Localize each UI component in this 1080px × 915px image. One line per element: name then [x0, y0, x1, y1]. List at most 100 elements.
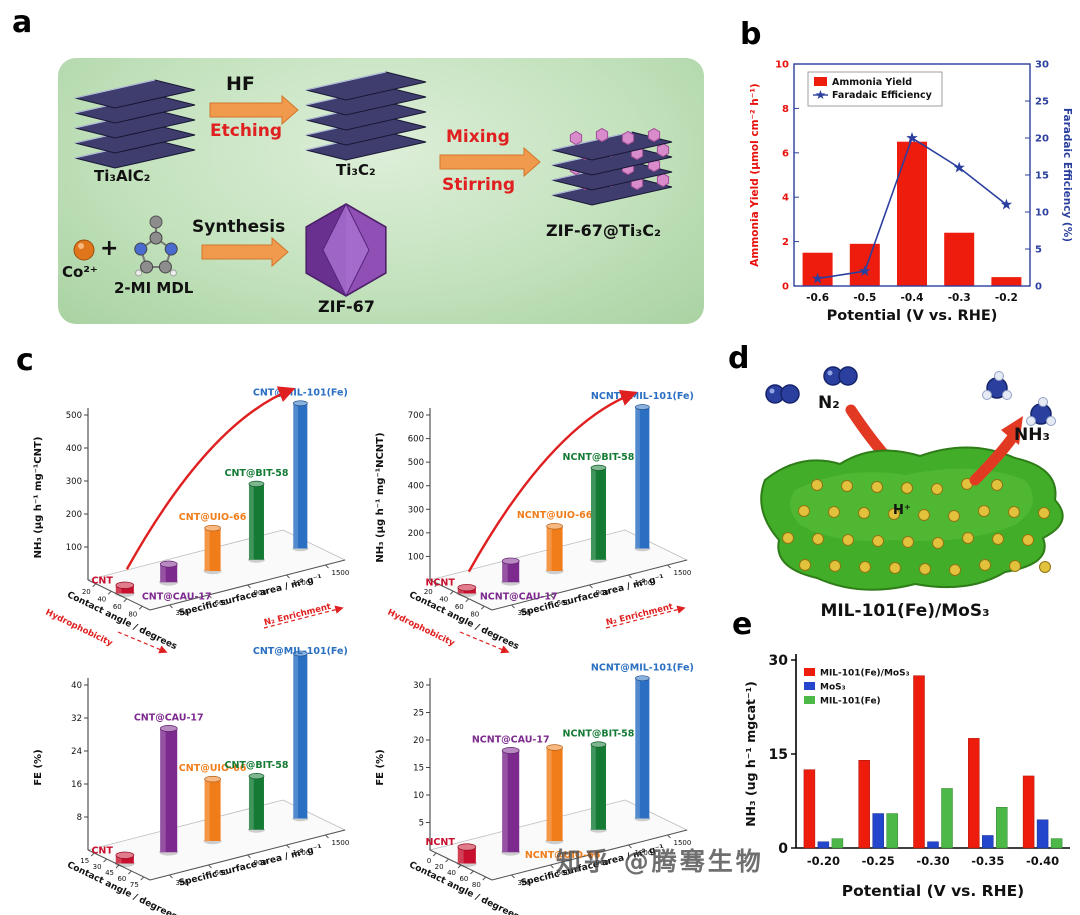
chart-shape	[286, 574, 290, 579]
bar-label: CNT@CAU-17	[134, 713, 204, 724]
x1-tick-label: 80	[472, 881, 481, 889]
ammonia-bar	[849, 243, 880, 286]
chart-shape	[590, 464, 607, 471]
x2-tick-label: 900	[596, 859, 609, 867]
atom	[140, 260, 154, 274]
x2-tick-label: 1500	[674, 839, 692, 847]
active-site	[918, 509, 930, 521]
label-etching: Etching	[210, 121, 283, 141]
active-site	[859, 561, 871, 573]
x1-tick-label: 75	[130, 881, 139, 889]
label-n2: N₂	[818, 393, 840, 413]
x2-tick-label: 1200	[293, 579, 311, 587]
x2-tick-label: 300	[518, 879, 531, 887]
active-site	[888, 508, 900, 520]
y-tick-label: 0	[782, 282, 789, 293]
bar-label: NCNT@CAU-17	[472, 735, 550, 746]
chart-shape	[482, 876, 487, 881]
y2-tick-label: 25	[1035, 97, 1049, 108]
chart-shape	[115, 851, 135, 859]
active-site	[962, 532, 974, 544]
bar	[1050, 838, 1063, 849]
y-tick-label: 20	[413, 736, 424, 746]
process-arrow	[439, 146, 541, 178]
chart-shape	[1002, 390, 1012, 400]
chart-shape	[502, 561, 508, 583]
bar	[968, 738, 980, 849]
y-tick-label: 15	[769, 747, 788, 763]
active-site	[799, 559, 811, 571]
y-tick-label: 30	[769, 653, 789, 669]
x1-tick-label: 60	[117, 875, 126, 883]
chart-shape	[1001, 416, 1023, 445]
chart-shape	[667, 834, 671, 839]
bar	[1022, 775, 1035, 849]
active-site	[902, 536, 914, 548]
x-axis-title: Potential (V vs. RHE)	[827, 308, 998, 324]
chart-shape	[432, 852, 437, 857]
chart-shape	[117, 631, 168, 654]
y-tick-label: 700	[408, 411, 424, 421]
y2-tick-label: 10	[1035, 208, 1049, 219]
bar-label: CNT	[91, 845, 113, 856]
y-tick-label: 300	[408, 505, 424, 515]
label-ti3alc2: Ti₃AlC₂	[94, 167, 151, 185]
chart-shape	[248, 480, 265, 487]
y-tick-label: 30	[413, 681, 424, 691]
active-site	[978, 505, 990, 517]
x2-tick-label: 600	[557, 599, 570, 607]
active-site	[949, 564, 961, 576]
chart-shape	[325, 564, 329, 569]
active-site	[919, 563, 931, 575]
active-site	[812, 533, 824, 545]
y-tick-label: 200	[66, 510, 82, 520]
y-axis-title: FE (%)	[375, 749, 386, 785]
x2-tick-label: 900	[254, 859, 267, 867]
chart-shape	[501, 747, 520, 754]
chart-shape	[550, 864, 554, 869]
y-axis-title: FE (%)	[33, 749, 44, 785]
active-site	[979, 559, 991, 571]
legend-swatch	[804, 668, 815, 676]
atom	[164, 242, 178, 256]
chart-shape	[140, 876, 145, 881]
y-tick-label: 40	[71, 681, 82, 691]
y-tick-label: 5	[419, 819, 424, 829]
zif-crystal	[595, 127, 609, 143]
chart-shape	[322, 249, 347, 297]
chart-shape	[546, 747, 552, 841]
chart-shape	[87, 579, 151, 611]
legend-swatch	[804, 696, 815, 704]
chart-shape	[827, 370, 833, 376]
atom	[158, 260, 172, 274]
y-tick-label: 8	[77, 813, 82, 823]
chart-shape	[170, 269, 177, 277]
chart-shape	[511, 604, 515, 609]
bar	[927, 841, 939, 849]
star-marker	[1000, 198, 1013, 210]
bar	[858, 760, 870, 849]
bar-3d	[115, 585, 134, 594]
x2-tick-label: 600	[215, 869, 228, 877]
y-tick-label: 500	[66, 411, 82, 421]
chart-shape	[1038, 397, 1048, 407]
x-tick-label: -0.5	[853, 292, 876, 304]
chart-shape	[589, 854, 593, 859]
chart-shape	[459, 631, 510, 654]
chart-shape	[465, 598, 470, 603]
panel-d-art	[760, 366, 1064, 591]
x1-tick-label: 60	[459, 875, 468, 883]
chart-shape	[434, 583, 439, 588]
zif-crystal	[647, 127, 661, 143]
active-site	[1022, 534, 1034, 546]
chart-shape	[160, 728, 166, 853]
y-tick-label: 0	[778, 841, 788, 857]
chart-shape	[159, 560, 178, 568]
process-arrow	[209, 94, 299, 126]
chart-shape	[590, 744, 596, 830]
label-2mi-mdl: 2-MI MDL	[114, 279, 194, 297]
chart-shape	[457, 864, 462, 869]
y-tick-label: 100	[66, 543, 82, 553]
